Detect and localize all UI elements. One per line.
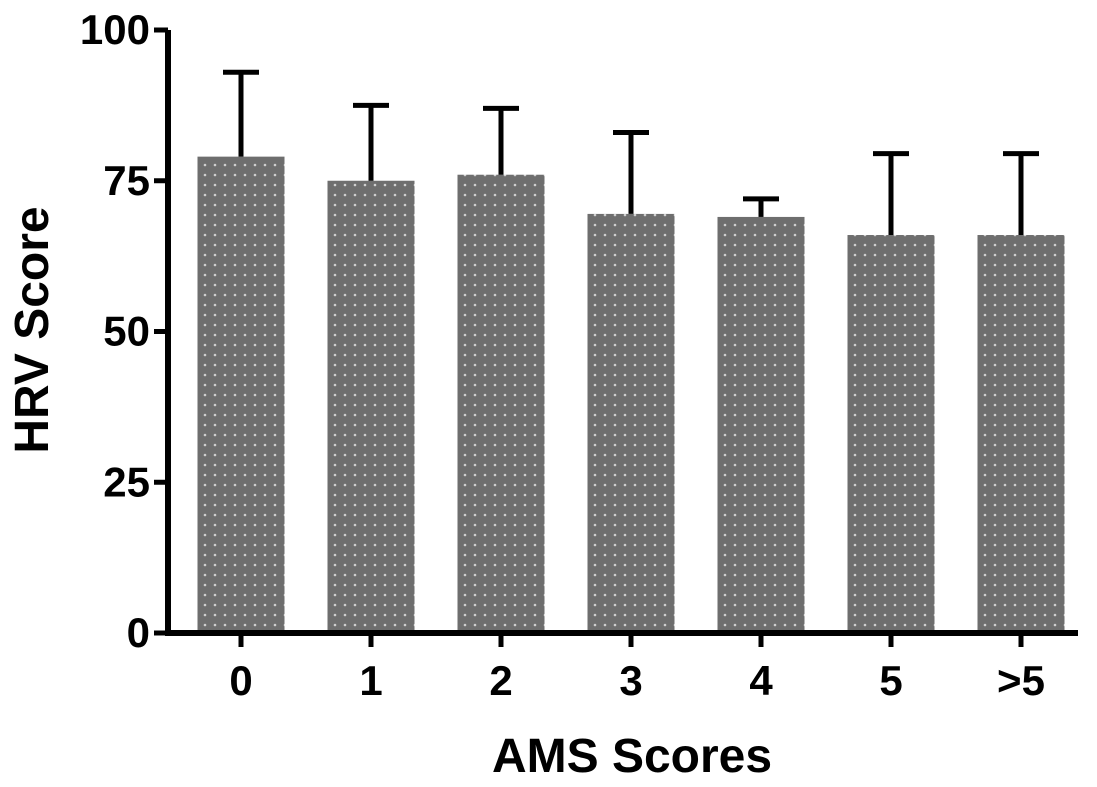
x-tick-label-5: 5 (879, 657, 902, 704)
y-axis-title: HRV Score (6, 206, 59, 453)
bar-6 (977, 235, 1065, 633)
x-tick-label-0: 0 (229, 657, 252, 704)
bar-1 (327, 180, 415, 633)
y-tick-label-1: 25 (103, 458, 150, 505)
bar-5 (847, 235, 935, 633)
bar-3 (587, 213, 675, 634)
x-tick-label-2: 2 (489, 657, 512, 704)
error-bars (223, 69, 1039, 236)
x-axis-title: AMS Scores (492, 730, 772, 783)
y-axis: 0 25 50 75 100 (80, 6, 171, 656)
bar-2 (457, 174, 545, 633)
bar-0 (197, 156, 285, 633)
y-tick-label-2: 50 (103, 308, 150, 355)
x-tick-label-6: >5 (997, 657, 1045, 704)
bars (197, 156, 1065, 634)
x-axis: 0 1 2 3 4 5 >5 (166, 630, 1078, 704)
x-tick-label-1: 1 (359, 657, 382, 704)
plot-area: 0 25 50 75 100 0 1 2 3 4 5 >5 (80, 6, 1078, 704)
y-tick-label-4: 100 (80, 6, 150, 53)
x-tick-label-4: 4 (749, 657, 773, 704)
y-tick-label-3: 75 (103, 157, 150, 204)
x-tick-label-3: 3 (619, 657, 642, 704)
y-tick-label-0: 0 (127, 609, 150, 656)
bar-4 (717, 216, 805, 633)
